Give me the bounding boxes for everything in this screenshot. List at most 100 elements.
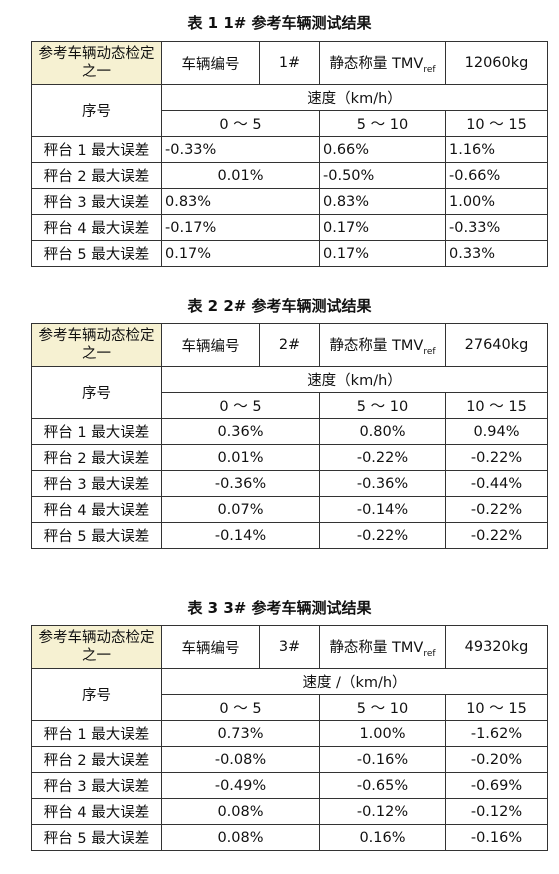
cell-value: -0.65% bbox=[319, 772, 446, 799]
table-2-header-label: 参考车辆动态检定之一 bbox=[31, 323, 162, 367]
table-row: 秤台 4 最大误差 -0.17% 0.17% -0.33% bbox=[31, 214, 548, 241]
cell-value: -0.17% bbox=[161, 214, 320, 241]
row-label: 秤台 1 最大误差 bbox=[31, 418, 162, 445]
table-1: 参考车辆动态检定之一 车辆编号 1# 静态称量 TMVref 12060kg 序… bbox=[31, 41, 548, 267]
table-3: 参考车辆动态检定之一 车辆编号 3# 静态称量 TMVref 49320kg 序… bbox=[31, 625, 548, 851]
cell-value: -0.22% bbox=[445, 496, 548, 523]
cell-value: 1.16% bbox=[445, 136, 548, 163]
table-3-speed-label: 速度 /（km/h） bbox=[161, 668, 548, 695]
table-2-speed-range: 5 ～ 10 bbox=[319, 392, 446, 419]
cell-value: -0.22% bbox=[319, 444, 446, 471]
cell-value: -0.22% bbox=[319, 522, 446, 549]
cell-value: 0.73% bbox=[161, 720, 320, 747]
cell-value: -0.22% bbox=[445, 444, 548, 471]
cell-value: 0.07% bbox=[161, 496, 320, 523]
row-label: 秤台 3 最大误差 bbox=[31, 188, 162, 215]
cell-value: -0.49% bbox=[161, 772, 320, 799]
cell-value: 0.33% bbox=[445, 240, 548, 267]
cell-value: -0.12% bbox=[319, 798, 446, 825]
table-row: 秤台 1 最大误差 0.73% 1.00% -1.62% bbox=[31, 720, 548, 747]
row-label: 秤台 1 最大误差 bbox=[31, 136, 162, 163]
cell-value: 0.01% bbox=[161, 444, 320, 471]
cell-value: 0.17% bbox=[319, 240, 446, 267]
table-3-vehicle-id: 3# bbox=[259, 625, 320, 669]
table-2-static-label: 静态称量 TMVref bbox=[319, 323, 446, 367]
table-row: 秤台 5 最大误差 0.08% 0.16% -0.16% bbox=[31, 824, 548, 851]
cell-value: 0.17% bbox=[319, 214, 446, 241]
cell-value: -0.69% bbox=[445, 772, 548, 799]
table-3-seq-label: 序号 bbox=[31, 668, 162, 721]
table-3-static-value: 49320kg bbox=[445, 625, 548, 669]
cell-value: 0.80% bbox=[319, 418, 446, 445]
row-label: 秤台 1 最大误差 bbox=[31, 720, 162, 747]
cell-value: -0.16% bbox=[445, 824, 548, 851]
row-label: 秤台 3 最大误差 bbox=[31, 470, 162, 497]
cell-value: -0.36% bbox=[319, 470, 446, 497]
table-2-static-value: 27640kg bbox=[445, 323, 548, 367]
row-label: 秤台 5 最大误差 bbox=[31, 240, 162, 267]
table-row: 秤台 5 最大误差 -0.14% -0.22% -0.22% bbox=[31, 522, 548, 549]
table-3-vehicle-label: 车辆编号 bbox=[161, 625, 260, 669]
table-row: 秤台 1 最大误差 -0.33% 0.66% 1.16% bbox=[31, 136, 548, 163]
table-1-speed-range: 10 ～ 15 bbox=[445, 110, 548, 137]
cell-value: -0.66% bbox=[445, 162, 548, 189]
cell-value: -0.20% bbox=[445, 746, 548, 773]
table-3-static-label: 静态称量 TMVref bbox=[319, 625, 446, 669]
cell-value: -0.08% bbox=[161, 746, 320, 773]
table-1-static-value: 12060kg bbox=[445, 41, 548, 85]
table-2-seq-label: 序号 bbox=[31, 366, 162, 419]
cell-value: -0.36% bbox=[161, 470, 320, 497]
table-1-speed-label: 速度（km/h） bbox=[161, 84, 548, 111]
table-1-vehicle-label: 车辆编号 bbox=[161, 41, 260, 85]
cell-value: 0.01% bbox=[161, 162, 320, 189]
table-1-seq-label: 序号 bbox=[31, 84, 162, 137]
table-row: 秤台 4 最大误差 0.08% -0.12% -0.12% bbox=[31, 798, 548, 825]
row-label: 秤台 5 最大误差 bbox=[31, 522, 162, 549]
cell-value: -0.14% bbox=[319, 496, 446, 523]
cell-value: 0.36% bbox=[161, 418, 320, 445]
cell-value: 0.08% bbox=[161, 824, 320, 851]
cell-value: -0.33% bbox=[161, 136, 320, 163]
cell-value: -0.22% bbox=[445, 522, 548, 549]
table-2-speed-range: 10 ～ 15 bbox=[445, 392, 548, 419]
row-label: 秤台 4 最大误差 bbox=[31, 214, 162, 241]
row-label: 秤台 2 最大误差 bbox=[31, 746, 162, 773]
cell-value: -1.62% bbox=[445, 720, 548, 747]
table-2-vehicle-id: 2# bbox=[259, 323, 320, 367]
table-3-header-label: 参考车辆动态检定之一 bbox=[31, 625, 162, 669]
cell-value: -0.50% bbox=[319, 162, 446, 189]
row-label: 秤台 4 最大误差 bbox=[31, 798, 162, 825]
cell-value: 0.17% bbox=[161, 240, 320, 267]
cell-value: 0.16% bbox=[319, 824, 446, 851]
cell-value: 1.00% bbox=[445, 188, 548, 215]
table-1-static-label: 静态称量 TMVref bbox=[319, 41, 446, 85]
table-2-speed-label: 速度（km/h） bbox=[161, 366, 548, 393]
table-1-speed-range: 0 ～ 5 bbox=[161, 110, 320, 137]
table-row: 秤台 3 最大误差 -0.36% -0.36% -0.44% bbox=[31, 470, 548, 497]
table-row: 秤台 1 最大误差 0.36% 0.80% 0.94% bbox=[31, 418, 548, 445]
cell-value: 0.94% bbox=[445, 418, 548, 445]
table-row: 秤台 3 最大误差 -0.49% -0.65% -0.69% bbox=[31, 772, 548, 799]
cell-value: -0.14% bbox=[161, 522, 320, 549]
table-1-speed-range: 5 ～ 10 bbox=[319, 110, 446, 137]
table-2-vehicle-label: 车辆编号 bbox=[161, 323, 260, 367]
row-label: 秤台 3 最大误差 bbox=[31, 772, 162, 799]
cell-value: 1.00% bbox=[319, 720, 446, 747]
cell-value: -0.44% bbox=[445, 470, 548, 497]
table-row: 秤台 3 最大误差 0.83% 0.83% 1.00% bbox=[31, 188, 548, 215]
cell-value: -0.16% bbox=[319, 746, 446, 773]
cell-value: 0.83% bbox=[319, 188, 446, 215]
cell-value: 0.83% bbox=[161, 188, 320, 215]
table-row: 秤台 2 最大误差 0.01% -0.22% -0.22% bbox=[31, 444, 548, 471]
row-label: 秤台 2 最大误差 bbox=[31, 162, 162, 189]
table-row: 秤台 5 最大误差 0.17% 0.17% 0.33% bbox=[31, 240, 548, 267]
row-label: 秤台 5 最大误差 bbox=[31, 824, 162, 851]
table-1-caption: 表 1 1# 参考车辆测试结果 bbox=[187, 14, 372, 32]
cell-value: -0.33% bbox=[445, 214, 548, 241]
table-3-speed-range: 10 ～ 15 bbox=[445, 694, 548, 721]
table-row: 秤台 2 最大误差 0.01% -0.50% -0.66% bbox=[31, 162, 548, 189]
table-1-header-label: 参考车辆动态检定之一 bbox=[31, 41, 162, 85]
table-2-caption: 表 2 2# 参考车辆测试结果 bbox=[187, 297, 372, 315]
table-1-vehicle-id: 1# bbox=[259, 41, 320, 85]
table-2-speed-range: 0 ～ 5 bbox=[161, 392, 320, 419]
